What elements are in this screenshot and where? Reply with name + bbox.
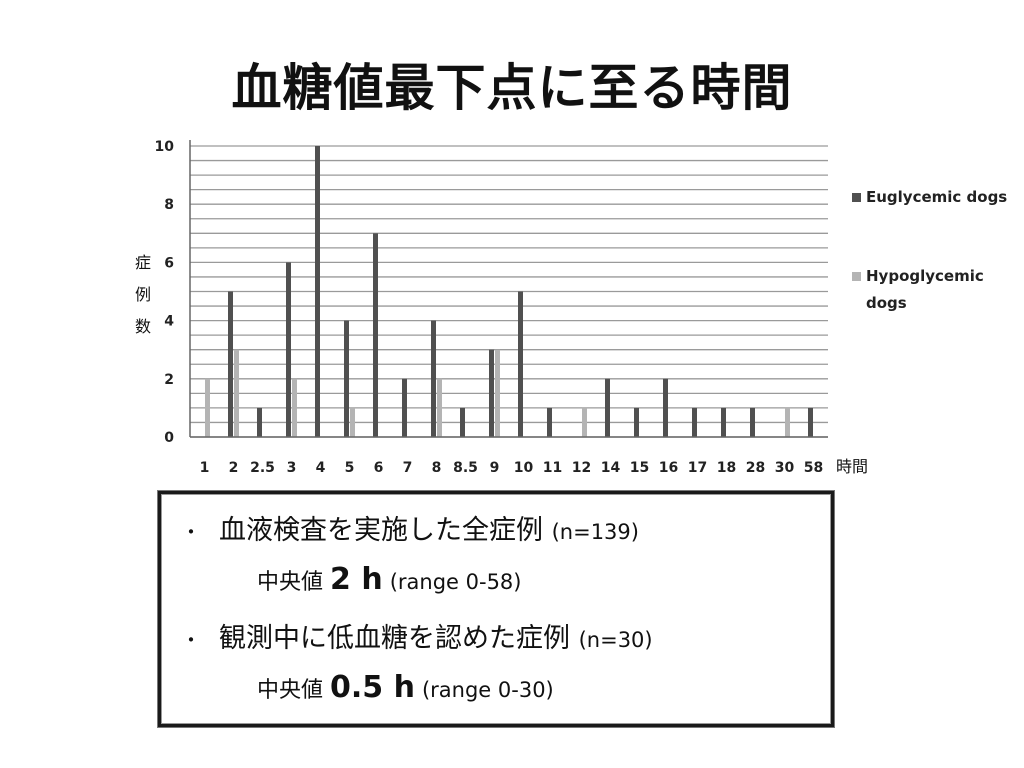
- x-tick-label: 58: [804, 460, 823, 476]
- median-value-2: 0.5 h: [330, 670, 415, 705]
- bar: [692, 407, 697, 437]
- slide-title: 血糖値最下点に至る時間: [231, 59, 793, 117]
- x-tick-label: 16: [659, 460, 678, 476]
- median-label-2: 中央値: [257, 678, 324, 703]
- bullet-1: ・: [181, 520, 201, 544]
- x-tick-label: 30: [775, 460, 795, 476]
- x-tick-label: 17: [688, 460, 707, 476]
- median-value-1: 2 h: [330, 562, 383, 597]
- summary-line-3-n: (n=30): [578, 628, 653, 652]
- x-axis-label: 時間: [836, 457, 868, 476]
- x-tick-label: 12: [572, 460, 591, 476]
- y-tick-label: 6: [164, 255, 174, 271]
- chart-grid: [190, 145, 828, 438]
- legend-swatch: [852, 193, 861, 202]
- x-tick-label: 8: [432, 460, 442, 476]
- bar: [663, 378, 668, 437]
- x-tick-label: 2: [229, 460, 239, 476]
- bar: [750, 407, 755, 437]
- x-tick-label: 15: [630, 460, 649, 476]
- y-axis-label: 例: [135, 285, 151, 304]
- y-tick-label: 10: [155, 139, 175, 155]
- bar: [518, 291, 523, 437]
- y-tick-label: 2: [164, 372, 174, 388]
- median-range-1: (range 0-58): [389, 570, 522, 594]
- summary-line-1: 血液検査を実施した全症例 (n=139): [219, 508, 639, 547]
- x-tick-label: 10: [514, 460, 534, 476]
- y-tick-label: 4: [164, 314, 174, 330]
- bar: [292, 378, 297, 437]
- x-tick-label: 3: [287, 460, 297, 476]
- x-tick-label: 9: [490, 460, 500, 476]
- summary-line-2: 中央値 2 h (range 0-58): [257, 562, 522, 597]
- bar: [808, 407, 813, 437]
- bar: [205, 378, 210, 437]
- summary-line-3: 観測中に低血糖を認めた症例 (n=30): [219, 616, 653, 655]
- bar: [344, 320, 349, 437]
- bar: [228, 291, 233, 437]
- bar: [431, 320, 436, 437]
- bar: [373, 233, 378, 437]
- x-tick-label: 11: [543, 460, 562, 476]
- x-tick-label: 6: [374, 460, 384, 476]
- bar: [785, 407, 790, 437]
- bar: [634, 407, 639, 437]
- x-tick-label: 28: [746, 460, 765, 476]
- x-tick-label: 1: [200, 460, 210, 476]
- bar: [460, 407, 465, 437]
- bar: [489, 349, 494, 437]
- chart-legend: Euglycemic dogs Hypoglycemic dogs: [852, 188, 1007, 312]
- bar: [495, 349, 500, 437]
- legend-swatch: [852, 272, 861, 281]
- y-axis-label: 症: [135, 253, 151, 272]
- bar: [286, 262, 291, 437]
- legend-label: Euglycemic dogs: [866, 188, 1007, 206]
- y-tick-labels: 0 2 4 6 8 10: [155, 139, 175, 446]
- x-tick-label: 7: [403, 460, 413, 476]
- bar: [437, 378, 442, 437]
- bar: [350, 407, 355, 437]
- x-tick-labels: 1 2 2.5 3 4 5 6 7 8 8.5 9 10 11 12 14 15 16 17 18 28 30 58: [200, 460, 824, 476]
- median-range-2: (range 0-30): [421, 678, 554, 702]
- summary-line-3-text: 観測中に低血糖を認めた症例: [219, 623, 570, 654]
- bar: [315, 146, 320, 437]
- summary-line-1-n: (n=139): [551, 520, 639, 544]
- summary-line-4: 中央値 0.5 h (range 0-30): [257, 670, 554, 705]
- bar: [234, 349, 239, 437]
- x-tick-label: 14: [601, 460, 621, 476]
- y-tick-label: 8: [164, 197, 174, 213]
- bar: [257, 407, 262, 437]
- summary-box: ・ 血液検査を実施した全症例 (n=139) 中央値 2 h (range 0-…: [158, 491, 834, 727]
- legend-label: dogs: [866, 294, 907, 312]
- x-tick-label: 8.5: [453, 460, 478, 476]
- x-tick-label: 5: [345, 460, 355, 476]
- axis-labels: 時間 症例数: [135, 253, 868, 476]
- bar: [547, 407, 552, 437]
- chart-bars: [205, 146, 813, 437]
- x-tick-label: 2.5: [250, 460, 275, 476]
- bullet-2: ・: [181, 628, 201, 652]
- y-tick-label: 0: [164, 430, 174, 446]
- x-tick-label: 4: [316, 460, 326, 476]
- summary-line-1-text: 血液検査を実施した全症例: [219, 515, 543, 546]
- bar: [582, 407, 587, 437]
- y-axis-label: 数: [135, 317, 151, 336]
- legend-label: Hypoglycemic: [866, 267, 984, 285]
- x-tick-label: 18: [717, 460, 736, 476]
- bar: [721, 407, 726, 437]
- bar: [605, 378, 610, 437]
- bar: [402, 378, 407, 437]
- chart-axes: [189, 140, 828, 438]
- median-label-1: 中央値: [257, 570, 324, 595]
